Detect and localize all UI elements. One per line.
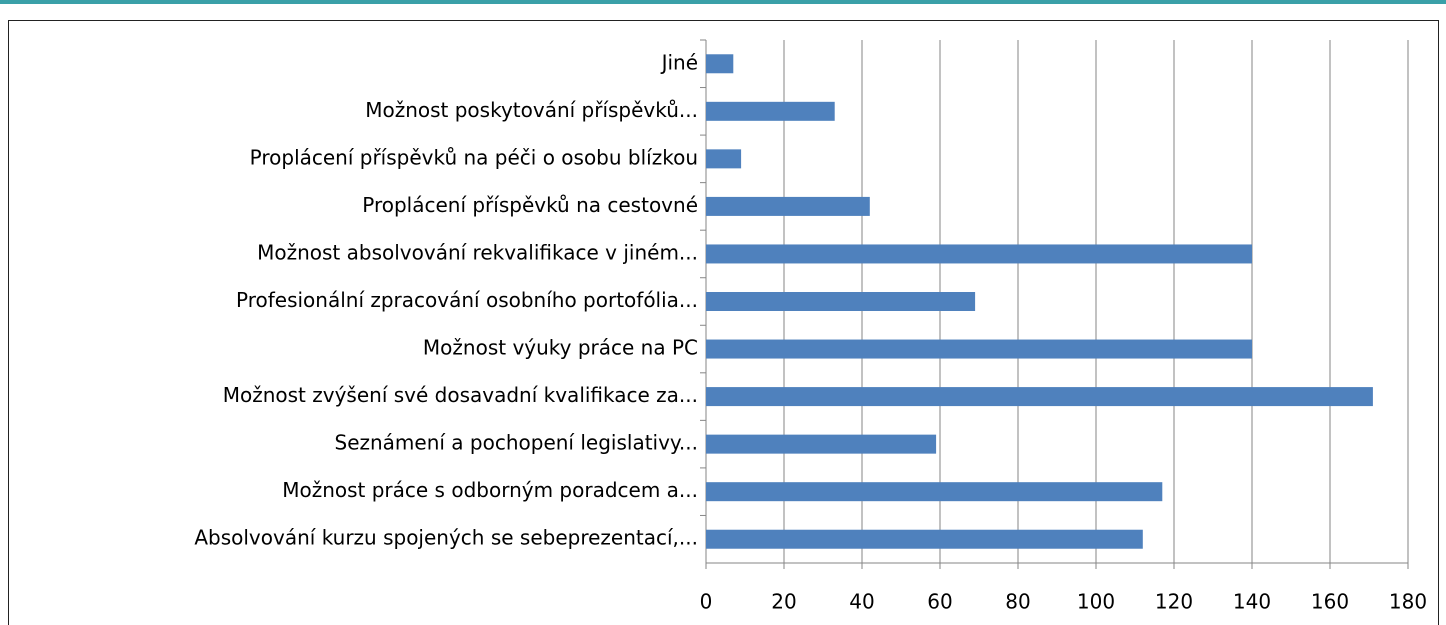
bar	[706, 434, 937, 454]
top-border	[0, 0, 1446, 4]
x-tick-label: 140	[1233, 590, 1271, 614]
y-tick-label: Možnost zvýšení své dosavadní kvalifikac…	[223, 383, 698, 407]
x-tick-label: 0	[700, 590, 713, 614]
y-tick-label: Možnost absolvování rekvalifikace v jiné…	[257, 240, 698, 264]
y-tick-label: Možnost poskytování příspěvků...	[365, 98, 698, 122]
x-tick-label: 40	[849, 590, 874, 614]
bar	[706, 196, 870, 216]
x-tick-label: 60	[927, 590, 952, 614]
bar	[706, 292, 976, 311]
y-tick-label: Jiné	[660, 50, 698, 74]
x-tick-label: 180	[1389, 590, 1427, 614]
bar	[706, 387, 1373, 407]
x-tick-label: 20	[771, 590, 796, 614]
x-tick-label: 120	[1155, 590, 1193, 614]
y-tick-label: Možnost práce s odborným poradcem a...	[282, 478, 698, 502]
y-tick-label: Možnost výuky práce na PC	[423, 336, 698, 360]
bar	[706, 149, 742, 169]
y-tick-label: Proplácení příspěvků na péči o osobu blí…	[250, 145, 698, 169]
bar	[706, 54, 734, 74]
x-tick-label: 80	[1005, 590, 1030, 614]
bar	[706, 482, 1163, 502]
y-tick-label: Seznámení a pochopení legislativy...	[335, 431, 699, 455]
y-tick-label: Profesionální zpracování osobního portof…	[236, 288, 698, 312]
bar	[706, 529, 1143, 549]
x-tick-label: 160	[1311, 590, 1349, 614]
bar	[706, 244, 1252, 264]
chart-frame	[8, 20, 1439, 625]
bar	[706, 101, 835, 121]
bar	[706, 339, 1252, 359]
x-tick-label: 100	[1077, 590, 1115, 614]
y-tick-label: Proplácení příspěvků na cestovné	[362, 193, 698, 217]
y-tick-label: Absolvování kurzu spojených se sebepreze…	[194, 526, 698, 550]
